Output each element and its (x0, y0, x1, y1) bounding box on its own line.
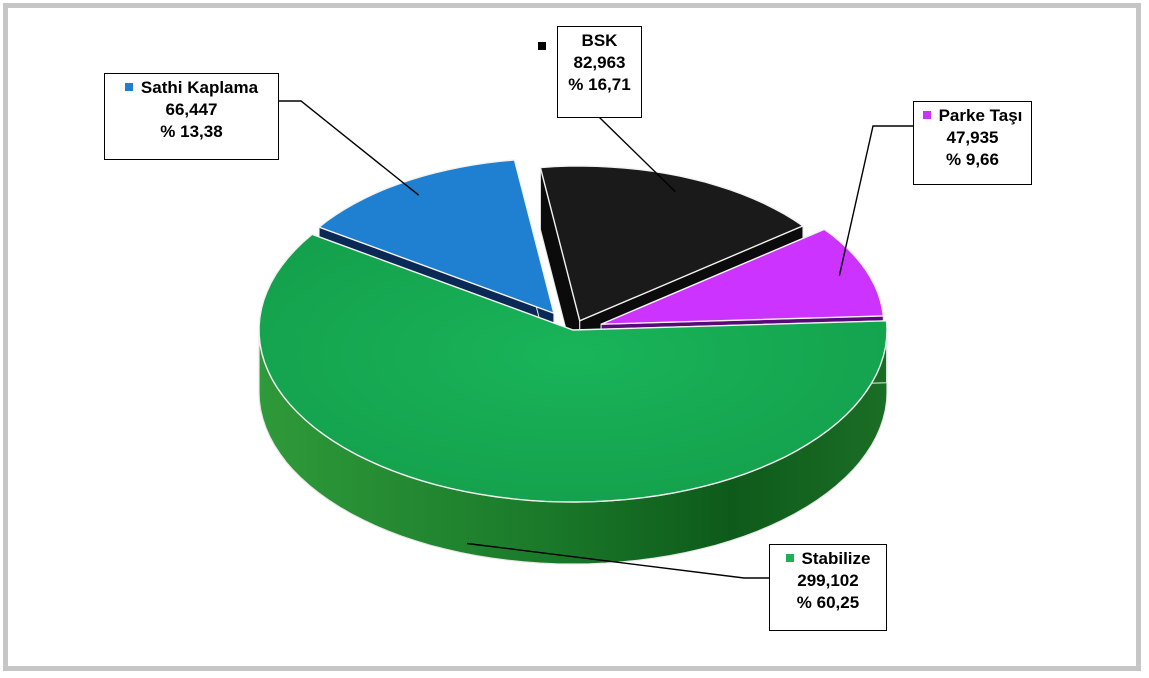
stabilize-leader-line (467, 542, 769, 579)
bsk-label: BSK (581, 31, 618, 50)
stabilize-label-row: Stabilize (770, 548, 886, 570)
parke-tasi-legend-key (922, 110, 931, 119)
callout-sathi-kaplama: Sathi Kaplama 66,447 % 13,38 (104, 73, 279, 160)
parke-tasi-value: 47,935 (946, 128, 999, 147)
callout-bsk: BSK 82,963 % 16,71 (538, 26, 642, 118)
callout-parke-tasi: Parke Taşı 47,935 % 9,66 (913, 101, 1032, 185)
stabilize-label: Stabilize (801, 549, 871, 568)
bsk-percent: % 16,71 (568, 75, 631, 94)
stabilize-slice-top (258, 233, 888, 503)
bsk-legend-key (538, 42, 546, 50)
parke-tasi-leader-line (838, 125, 913, 276)
sathi-kaplama-label-row: Sathi Kaplama (105, 77, 278, 99)
parke-tasi-label-row: Parke Taşı (914, 105, 1031, 127)
bsk-leader-line (598, 116, 676, 193)
stabilize-value: 299,102 (797, 571, 859, 590)
bsk-value: 82,963 (573, 53, 626, 72)
callout-stabilize: Stabilize 299,102 % 60,25 (769, 544, 887, 631)
bsk-slice-top (539, 165, 805, 322)
stabilize-percent: % 60,25 (796, 593, 860, 612)
parke-tasi-label: Parke Taşı (938, 106, 1023, 125)
parke-tasi-slice-top (600, 228, 885, 325)
sathi-kaplama-slice-top (317, 159, 555, 315)
sathi-kaplama-percent: % 13,38 (160, 122, 223, 141)
stabilize-legend-key (785, 553, 794, 562)
sathi-kaplama-value: 66,447 (165, 100, 218, 119)
stabilize-slice (258, 233, 888, 565)
chart-frame (3, 3, 1141, 671)
sathi-kaplama-legend-key (124, 82, 133, 91)
sathi-kaplama-label: Sathi Kaplama (140, 78, 259, 97)
sathi-kaplama-leader-line (279, 100, 420, 196)
parke-tasi-percent: % 9,66 (946, 150, 999, 169)
